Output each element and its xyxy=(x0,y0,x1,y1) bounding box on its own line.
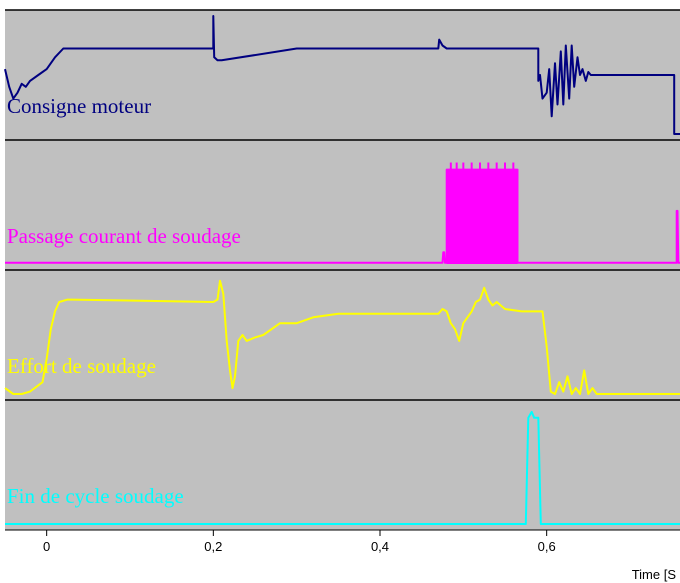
strip-background xyxy=(5,10,680,140)
strip-3: Effort de soudage xyxy=(4,269,680,400)
strips-layer: Consigne moteur Passage courant de soudag… xyxy=(4,9,680,530)
x-axis: 0 0,2 0,4 0,6 xyxy=(5,529,680,554)
series-label: Fin de cycle soudage xyxy=(7,484,184,508)
strip-background xyxy=(5,140,680,270)
series-line-2 xyxy=(5,168,680,264)
signal-block xyxy=(446,169,518,264)
series-line-1 xyxy=(4,15,680,135)
strip-1: Consigne moteur xyxy=(4,9,680,140)
x-tick-label: 0,6 xyxy=(538,539,556,554)
series-label: Consigne moteur xyxy=(7,94,151,118)
x-tick-label: 0,2 xyxy=(204,539,222,554)
x-tick-label: 0 xyxy=(43,539,50,554)
x-tick-label: 0,4 xyxy=(371,539,389,554)
strip-4: Fin de cycle soudage xyxy=(5,399,680,530)
strip-background xyxy=(5,400,680,530)
strip-2: Passage courant de soudage xyxy=(5,139,680,270)
series-line-4 xyxy=(5,410,680,525)
series-label: Passage courant de soudage xyxy=(7,224,241,248)
series-label: Effort de soudage xyxy=(7,354,156,378)
series-line-3 xyxy=(4,279,680,395)
strip-background xyxy=(5,270,680,400)
x-axis-label: Time [S xyxy=(632,567,677,582)
